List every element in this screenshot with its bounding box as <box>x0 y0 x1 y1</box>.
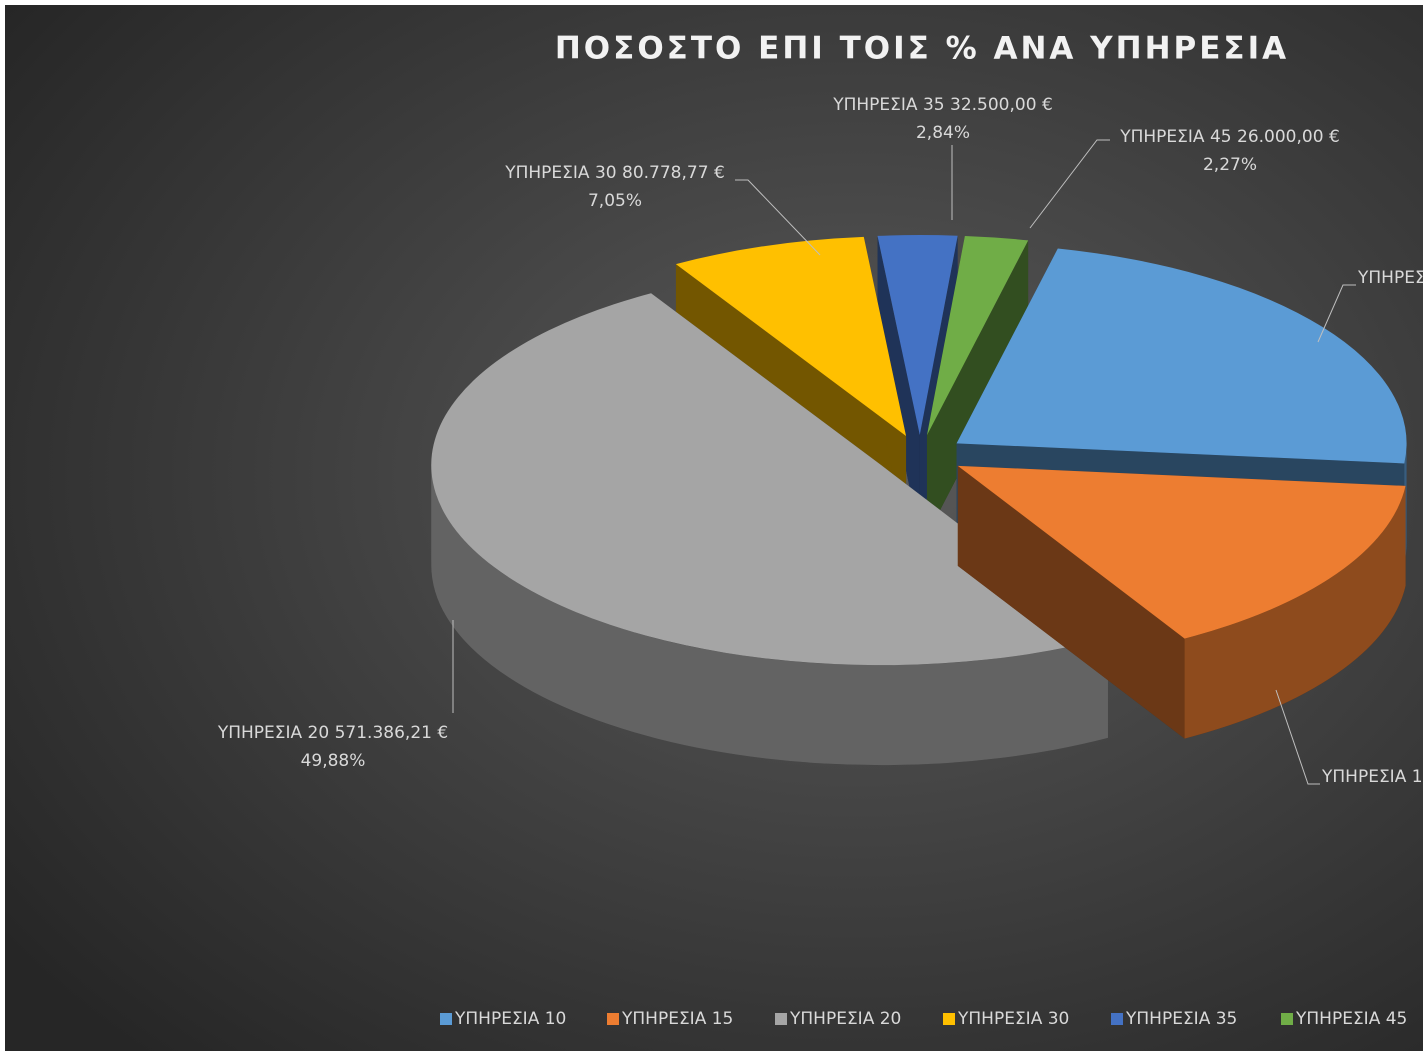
legend-label: ΥΠΗΡΕΣΙΑ 10 <box>454 1009 566 1029</box>
slice <box>926 235 1029 536</box>
slice-side <box>926 240 1029 536</box>
data-label-category: ΥΠΗΡΕΣΙΑ 10 <box>1357 268 1423 288</box>
slice-top <box>675 236 907 436</box>
data-label: ΥΠΗΡΕΣΙΑ 30 80.778,77 € <box>504 163 725 183</box>
data-label-amount: 80.778,77 € <box>622 163 725 183</box>
data-label-percent: 7,05% <box>588 191 642 211</box>
slice-wall <box>431 465 1108 766</box>
data-label-percent: 2,27% <box>1203 155 1257 175</box>
data-label: ΥΠΗΡΕΣΙΑ 15 <box>1321 767 1423 787</box>
slice <box>957 465 1406 739</box>
data-label-category: ΥΠΗΡΕΣΙΑ 30 <box>504 163 616 183</box>
slice-side <box>877 235 920 536</box>
data-label: ΥΠΗΡΕΣΙΑ 20 571.386,21 € <box>217 723 448 743</box>
slice <box>431 293 1108 766</box>
legend-label: ΥΠΗΡΕΣΙΑ 35 <box>1125 1009 1237 1029</box>
slice-top <box>926 235 1029 436</box>
slice-top <box>431 293 1108 666</box>
leader-line <box>1029 139 1110 229</box>
slice-wall <box>1184 485 1406 739</box>
legend-label: ΥΠΗΡΕΣΙΑ 45 <box>1295 1009 1407 1029</box>
chart-title: ΠΟΣΟΣΤΟ ΕΠΙ ΤΟΙΣ % ΑΝΑ ΥΠΗΡΕΣΙΑ <box>555 31 1289 67</box>
legend-label: ΥΠΗΡΕΣΙΑ 15 <box>621 1009 733 1029</box>
data-label-category: ΥΠΗΡΕΣΙΑ 35 <box>832 95 944 115</box>
legend-swatch <box>943 1013 955 1025</box>
legend-swatch <box>607 1013 619 1025</box>
data-label: ΥΠΗΡΕΣΙΑ 45 26.000,00 € <box>1119 127 1340 147</box>
data-label-percent: 2,84% <box>916 123 970 143</box>
data-label-amount: 26.000,00 € <box>1237 127 1340 147</box>
legend-swatch <box>440 1013 452 1025</box>
legend-swatch <box>775 1013 787 1025</box>
legend-swatch <box>1281 1013 1293 1025</box>
legend-label: ΥΠΗΡΕΣΙΑ 20 <box>789 1009 901 1029</box>
leader-line <box>1275 689 1320 785</box>
legend-swatch <box>1111 1013 1123 1025</box>
slice-top <box>957 465 1406 639</box>
data-label-percent: 49,88% <box>301 751 366 771</box>
data-label: ΥΠΗΡΕΣΙΑ 10 <box>1357 268 1423 288</box>
data-label-category: ΥΠΗΡΕΣΙΑ 15 <box>1321 767 1423 787</box>
data-label-category: ΥΠΗΡΕΣΙΑ 45 <box>1119 127 1231 147</box>
slice-top <box>956 248 1407 464</box>
data-label: ΥΠΗΡΕΣΙΑ 35 32.500,00 € <box>832 95 1053 115</box>
data-label-amount: 32.500,00 € <box>950 95 1053 115</box>
legend-label: ΥΠΗΡΕΣΙΑ 30 <box>957 1009 1069 1029</box>
slice-side <box>957 465 1185 739</box>
leader-line <box>1317 284 1356 343</box>
data-label-category: ΥΠΗΡΕΣΙΑ 20 <box>217 723 329 743</box>
data-label-amount: 571.386,21 € <box>335 723 449 743</box>
leader-line <box>735 179 821 256</box>
slice-top <box>877 235 958 436</box>
